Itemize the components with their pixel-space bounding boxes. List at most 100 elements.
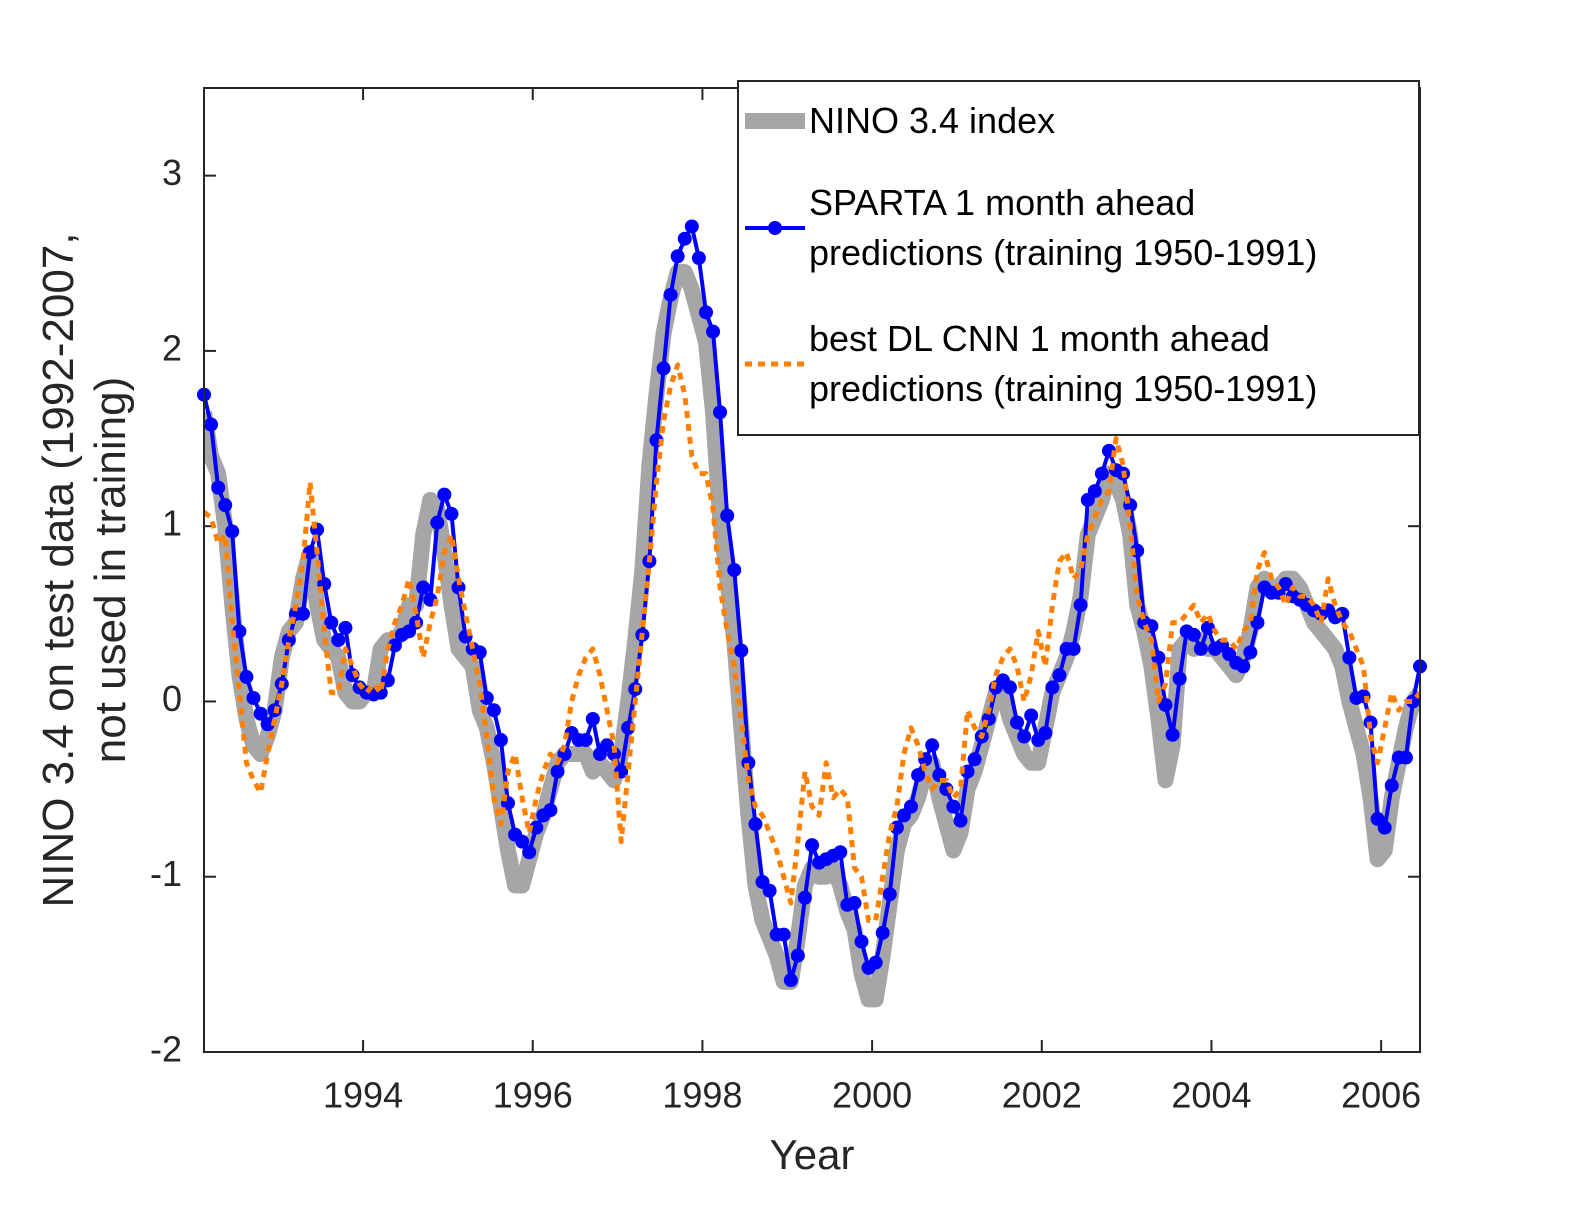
data-point: [698, 305, 713, 320]
data-point: [1250, 615, 1265, 630]
data-point: [1200, 620, 1215, 635]
legend-entry: NINO 3.4 index: [739, 96, 1369, 146]
data-point: [1186, 627, 1201, 642]
data-point: [1342, 650, 1357, 665]
x-tick-label: 2004: [1171, 1075, 1251, 1116]
data-point: [1010, 715, 1025, 730]
data-point: [748, 817, 763, 832]
x-tick-label: 1998: [662, 1075, 742, 1116]
data-point: [493, 733, 508, 748]
y-tick-label: -1: [150, 853, 182, 894]
data-point: [1045, 680, 1060, 695]
data-point: [1165, 727, 1180, 742]
data-point: [515, 834, 530, 849]
data-point: [522, 845, 537, 860]
x-tick-label: 1996: [493, 1075, 573, 1116]
data-point: [281, 633, 296, 648]
data-point: [911, 768, 926, 783]
data-point: [1066, 641, 1081, 656]
data-point: [762, 883, 777, 898]
legend: NINO 3.4 index SPARTA 1 month ahead predi…: [737, 80, 1420, 436]
y-axis-label: NINO 3.4 on test data (1992-2007, not us…: [34, 232, 135, 908]
data-point: [790, 948, 805, 963]
data-point: [253, 706, 268, 721]
data-point: [218, 498, 233, 513]
y-tick-label: 3: [162, 152, 182, 193]
data-point: [833, 845, 848, 860]
data-point: [1243, 645, 1258, 660]
data-point: [967, 752, 982, 767]
data-point: [713, 405, 728, 420]
y-tick-label: 0: [162, 678, 182, 719]
data-point: [734, 643, 749, 658]
legend-marker: [768, 221, 782, 235]
data-point: [706, 324, 721, 339]
data-point: [529, 820, 544, 835]
legend-entry: SPARTA 1 month ahead predictions (traini…: [739, 178, 1369, 278]
data-point: [656, 361, 671, 376]
legend-label: SPARTA 1 month ahead predictions (traini…: [809, 182, 1318, 273]
legend-swatch: [745, 361, 805, 367]
data-point: [578, 733, 593, 748]
x-tick-label: 2006: [1341, 1075, 1421, 1116]
data-point: [486, 703, 501, 718]
data-point: [868, 955, 883, 970]
series-line: [204, 362, 1420, 924]
legend-label: best DL CNN 1 month ahead predictions (t…: [809, 318, 1318, 409]
data-point: [776, 927, 791, 942]
data-point: [797, 890, 812, 905]
data-point: [1384, 778, 1399, 793]
data-point: [331, 633, 346, 648]
data-point: [437, 487, 452, 502]
data-point: [550, 764, 565, 779]
data-point: [416, 580, 431, 595]
data-point: [1017, 729, 1032, 744]
data-point: [1236, 659, 1251, 674]
data-point: [847, 896, 862, 911]
x-tick-label: 1994: [323, 1075, 403, 1116]
data-point: [903, 799, 918, 814]
y-tick-label: 1: [162, 503, 182, 544]
x-tick-label: 2000: [832, 1075, 912, 1116]
data-point: [805, 838, 820, 853]
data-point: [260, 717, 275, 732]
legend-label: NINO 3.4 index: [809, 100, 1056, 141]
legend-swatch: [745, 113, 805, 129]
data-point: [303, 545, 318, 560]
data-point: [677, 231, 692, 246]
data-point: [875, 925, 890, 940]
data-point: [783, 973, 798, 988]
data-point: [324, 615, 339, 630]
data-point: [1172, 671, 1187, 686]
data-point: [430, 515, 445, 530]
data-point: [684, 219, 699, 234]
data-point: [663, 287, 678, 302]
data-point: [204, 417, 219, 432]
data-point: [1377, 820, 1392, 835]
data-point: [1052, 668, 1067, 683]
data-point: [1073, 598, 1088, 613]
data-point: [338, 620, 353, 635]
data-point: [211, 480, 226, 495]
data-point: [854, 934, 869, 949]
data-point: [720, 508, 735, 523]
legend-entry: best DL CNN 1 month ahead predictions (t…: [739, 314, 1369, 414]
data-point: [444, 506, 459, 521]
data-point: [1038, 726, 1053, 741]
data-point: [1024, 708, 1039, 723]
data-point: [1398, 750, 1413, 765]
data-point: [387, 638, 402, 653]
data-point: [1193, 641, 1208, 656]
data-point: [925, 738, 940, 753]
data-point: [953, 813, 968, 828]
data-point: [296, 606, 311, 621]
data-point: [1158, 697, 1173, 712]
data-point: [1094, 466, 1109, 481]
y-tick-label: 2: [162, 327, 182, 368]
data-point: [691, 251, 706, 266]
data-point: [225, 524, 240, 539]
legend-swatch: [745, 221, 805, 235]
data-point: [1002, 680, 1017, 695]
